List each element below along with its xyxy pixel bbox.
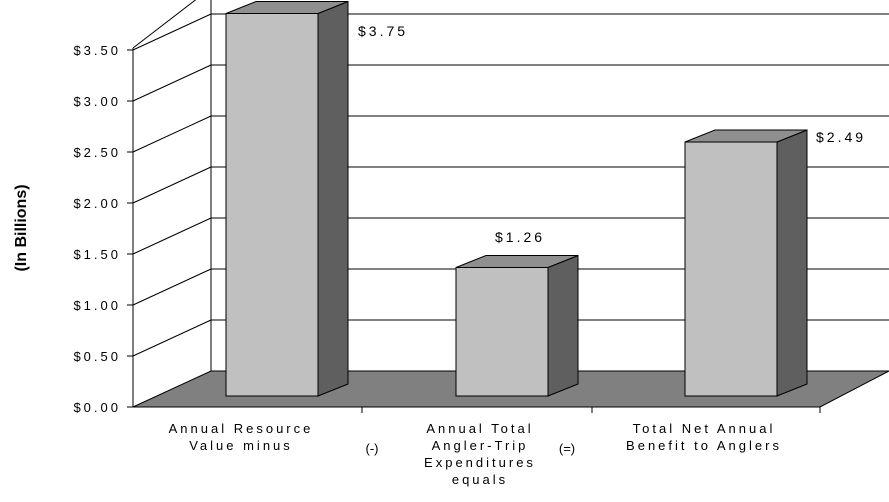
y-tick-label: $3.00 <box>73 94 121 109</box>
category-label: Expenditures <box>424 455 536 470</box>
bars <box>225 0 808 397</box>
gridline-side <box>132 166 212 204</box>
y-tick-label: $0.00 <box>73 400 121 415</box>
category-label: Value minus <box>189 438 293 453</box>
bar <box>455 266 549 397</box>
category-label: Annual Resource <box>169 421 314 436</box>
chart-walls <box>132 0 212 371</box>
side-wall-top <box>132 0 197 49</box>
category-label: Benefit to Anglers <box>626 438 782 453</box>
category-label: equals <box>452 472 508 487</box>
bar <box>684 141 778 397</box>
gridline-side <box>132 115 212 153</box>
gridline-side <box>132 13 212 51</box>
bar <box>225 13 319 397</box>
bar-side <box>317 0 349 397</box>
bar-side <box>547 254 579 397</box>
gridline-side <box>132 64 212 102</box>
y-tick-label: $1.00 <box>73 298 121 313</box>
bar-side <box>776 129 808 397</box>
data-labels: $3.75 $1.26 $2.49 <box>358 23 866 245</box>
category-label: Total Net Annual <box>633 421 776 436</box>
data-label: $3.75 <box>358 23 408 39</box>
y-axis-ticks: $0.00 $0.50 $1.00 $1.50 $2.00 $2.50 $3.00 $3.50 <box>73 43 133 415</box>
y-tick-label: $3.50 <box>73 43 121 58</box>
x-axis-categories: Annual Resource Value minus Annual Total An… <box>169 421 782 487</box>
y-tick-label: $2.00 <box>73 196 121 211</box>
gridline-side <box>132 268 212 306</box>
operator-label: (-) <box>366 441 379 456</box>
category-label: Annual Total <box>426 421 533 436</box>
y-tick-label: $1.50 <box>73 247 121 262</box>
category-label: Angler-Trip <box>432 438 529 453</box>
y-tick-label: $0.50 <box>73 349 121 364</box>
data-label: $2.49 <box>816 129 866 145</box>
axes <box>132 48 821 413</box>
data-label: $1.26 <box>495 229 545 245</box>
operator-label: (=) <box>559 441 575 456</box>
gridline-side <box>132 319 212 357</box>
y-axis-label: (In Billions) <box>13 184 30 271</box>
operators: (-) (=) <box>366 441 576 456</box>
y-tick-label: $2.50 <box>73 145 121 160</box>
gridline-side <box>132 217 212 255</box>
